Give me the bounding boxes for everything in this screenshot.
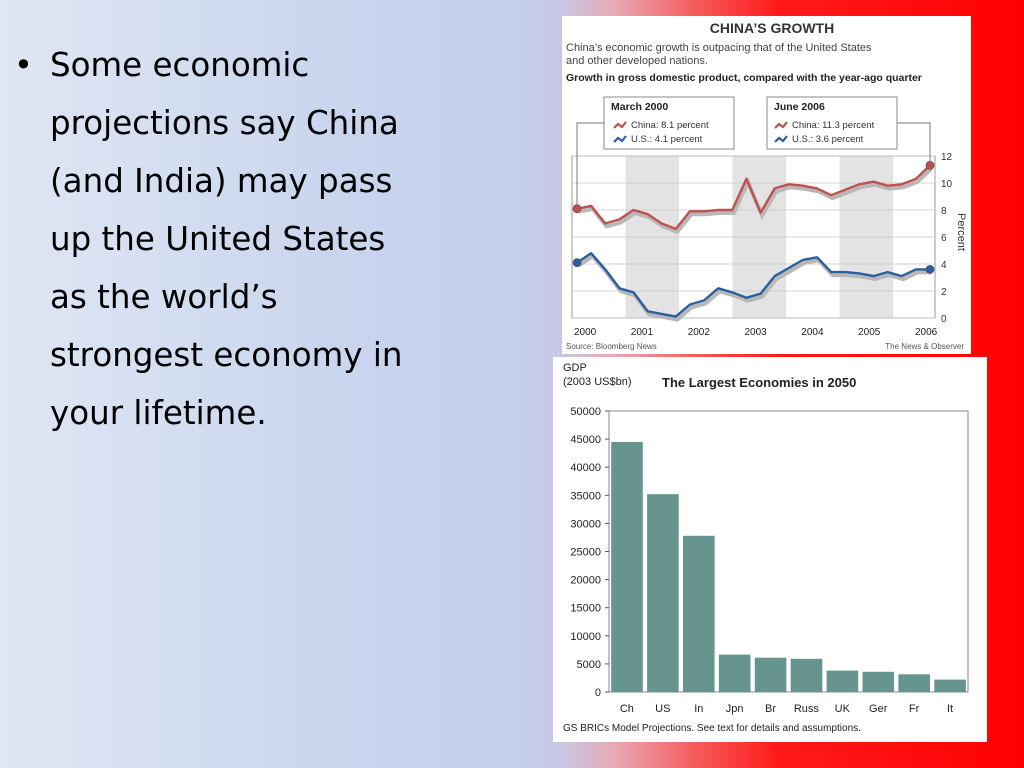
- y-axis-label-line: GDP: [563, 362, 587, 374]
- callout-title: June 2006: [774, 101, 825, 113]
- x-tick-label: UK: [835, 703, 851, 715]
- bullet-item: • Some economic projections say China (a…: [14, 36, 454, 442]
- bar: [611, 441, 643, 692]
- largest-economies-chart-image[interactable]: GDP (2003 US$bn) The Largest Economies i…: [553, 357, 987, 742]
- y-tick-label: 5000: [577, 659, 601, 671]
- chart-title: CHINA’S GROWTH: [710, 20, 834, 36]
- x-tick-label: In: [694, 703, 703, 715]
- y-tick-label: 40000: [570, 462, 601, 474]
- bullet-line: your lifetime.: [50, 394, 267, 432]
- y-tick-label: 6: [941, 233, 947, 244]
- x-tick-label: US: [655, 703, 670, 715]
- y-tick-label: 20000: [570, 575, 601, 587]
- y-tick-label: 25000: [570, 547, 601, 559]
- x-tick-label: Ch: [620, 703, 634, 715]
- y-tick-label: 10000: [570, 631, 601, 643]
- chart-subtitle-line: and other developed nations.: [566, 55, 708, 67]
- callout-leader: [576, 122, 604, 209]
- us-legend-swatch: [774, 135, 788, 143]
- bar: [934, 679, 966, 692]
- x-tick-label: Jpn: [726, 703, 744, 715]
- bar: [790, 658, 823, 692]
- bar: [826, 670, 859, 692]
- bullet-line: Some economic: [50, 46, 310, 84]
- bar: [898, 674, 930, 692]
- callout-title: March 2000: [611, 101, 668, 113]
- bullet-marker: •: [14, 46, 33, 84]
- x-tick-label: Russ: [794, 703, 820, 715]
- y-tick-label: 10: [941, 179, 953, 190]
- callout-us: U.S.: 4.1 percent: [631, 134, 703, 145]
- us-endpoint-marker: [572, 258, 582, 268]
- y-axis-label: Percent: [955, 213, 967, 251]
- chart-subtitle-line: China’s economic growth is outpacing tha…: [566, 42, 872, 54]
- bullet-line: as the world’s: [50, 278, 278, 316]
- china-legend-swatch: [613, 121, 627, 129]
- bar: [754, 657, 787, 692]
- bar: [862, 671, 895, 692]
- x-tick-label: 2002: [688, 327, 711, 338]
- growth-plot-area: 0 2 4 6 8 10 12 2000 2001 2002 2003 2004 2005 2006: [571, 122, 953, 338]
- bullet-text-block: • Some economic projections say China (a…: [14, 36, 454, 442]
- y-axis-label-line: (2003 US$bn): [563, 376, 632, 388]
- y-tick-label: 2: [941, 287, 947, 298]
- y-tick-label: 50000: [570, 406, 601, 418]
- bullet-line: (and India) may pass: [50, 162, 393, 200]
- x-tick-label: 2004: [801, 327, 824, 338]
- china-endpoint-marker: [925, 160, 935, 170]
- y-tick-label: 0: [595, 687, 601, 699]
- china-series-line: [576, 164, 931, 231]
- callout-june-2006: June 2006 China: 11.3 percent U.S.: 3.6 …: [766, 96, 898, 150]
- us-series-line: [576, 251, 930, 318]
- callout-box: [766, 96, 898, 150]
- x-tick-label: Br: [765, 703, 776, 715]
- y-tick-label: 15000: [570, 603, 601, 615]
- us-endpoint-marker: [925, 264, 935, 274]
- china-growth-chart: CHINA’S GROWTH China’s economic growth i…: [566, 20, 967, 351]
- bullet-line: strongest economy in: [50, 336, 403, 374]
- china-legend-swatch: [774, 121, 788, 129]
- y-tick-label: 8: [941, 206, 947, 217]
- bar: [718, 654, 751, 692]
- x-tick-label: 2000: [574, 327, 597, 338]
- bar: [683, 535, 715, 692]
- bullet-line: projections say China: [50, 104, 399, 142]
- y-tick-label: 35000: [570, 490, 601, 502]
- bullet-line: up the United States: [50, 220, 386, 258]
- us-legend-swatch: [613, 135, 627, 143]
- bullet-text[interactable]: Some economic projections say China (and…: [50, 36, 403, 442]
- chart-description: Growth in gross domestic product, compar…: [566, 72, 922, 84]
- callout-leader: [897, 122, 931, 166]
- china-growth-chart-image[interactable]: CHINA’S GROWTH China’s economic growth i…: [562, 16, 971, 354]
- bar-plot-area: 0 5000 10000 15000 20000 25000 30000 35000 40000…: [570, 406, 969, 715]
- chart-source: Source: Bloomberg News: [566, 342, 657, 351]
- x-tick-label: Fr: [909, 703, 920, 715]
- y-tick-label: 4: [941, 260, 947, 271]
- y-tick-label: 30000: [570, 518, 601, 530]
- y-tick-label: 45000: [570, 434, 601, 446]
- y-tick-label: 0: [941, 314, 947, 325]
- y-tick-label: 12: [941, 152, 953, 163]
- callout-march-2000: March 2000 China: 8.1 percent U.S.: 4.1 …: [603, 96, 735, 150]
- largest-economies-chart: GDP (2003 US$bn) The Largest Economies i…: [563, 362, 969, 734]
- chart-footnote: GS BRICs Model Projections. See text for…: [563, 723, 861, 734]
- x-tick-label: 2006: [915, 327, 938, 338]
- x-tick-label: 2005: [858, 327, 881, 338]
- x-tick-label: Ger: [869, 703, 888, 715]
- chart-credit: The News & Observer: [885, 342, 964, 351]
- x-tick-label: It: [947, 703, 953, 715]
- callout-us: U.S.: 3.6 percent: [792, 134, 864, 145]
- callout-china: China: 8.1 percent: [631, 120, 709, 131]
- chart-title: The Largest Economies in 2050: [662, 375, 856, 390]
- callout-china: China: 11.3 percent: [792, 120, 875, 131]
- bar: [647, 494, 679, 692]
- x-tick-label: 2003: [745, 327, 768, 338]
- x-tick-label: 2001: [631, 327, 654, 338]
- china-endpoint-marker: [572, 204, 582, 214]
